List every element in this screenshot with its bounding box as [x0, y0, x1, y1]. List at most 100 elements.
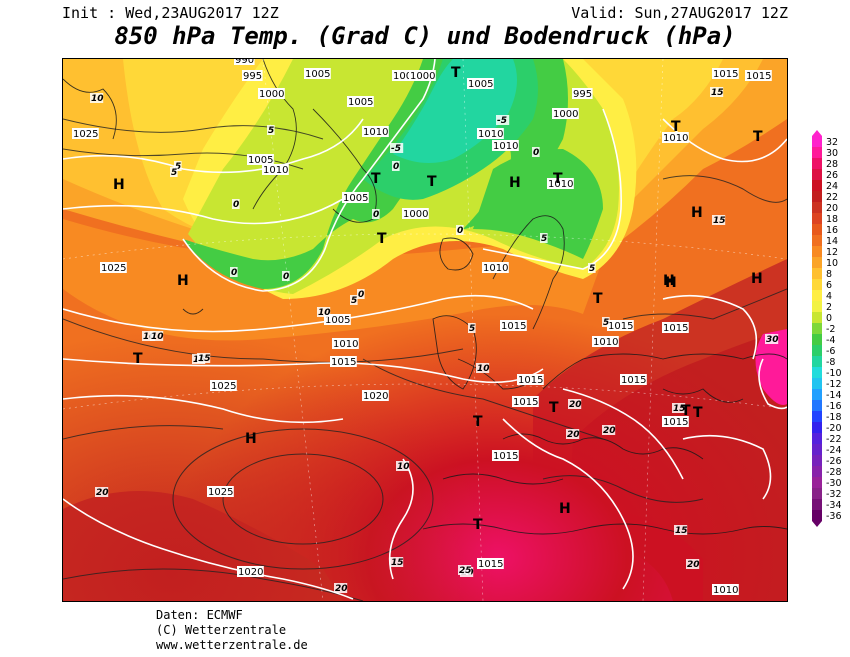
isobar-label: 1000 — [553, 109, 578, 120]
isotherm-label-box — [765, 334, 779, 344]
high-pressure-center: H — [665, 275, 677, 291]
isotherm-label-box — [197, 353, 211, 363]
isotherm-label: 5 — [268, 126, 274, 136]
legend-label: 20 — [826, 203, 838, 214]
legend-label: -4 — [826, 335, 835, 346]
legend-label: -14 — [826, 390, 842, 401]
low-pressure-center: T — [451, 65, 461, 81]
isobar-label: 1025 — [73, 129, 98, 140]
isotherm-label: 0 — [533, 148, 539, 158]
legend-swatch — [812, 422, 822, 433]
isobar-label-box — [547, 178, 574, 189]
isobar-label-box — [234, 59, 255, 65]
low-pressure-center: T — [593, 291, 603, 307]
isotherm-label-box — [602, 317, 610, 327]
legend-canvas: 32302826242220181614121086420-2-4-6-8-10… — [812, 130, 842, 527]
isobar-label-box — [347, 96, 374, 107]
isobar-label: 1010 — [263, 165, 288, 176]
legend-label: 12 — [826, 247, 838, 258]
isobar-label-box — [500, 320, 527, 331]
isobar-label-box — [247, 154, 274, 165]
legend-label: -26 — [826, 456, 842, 467]
isotherm-label-box — [588, 263, 596, 273]
isotherm-label: 0 — [393, 162, 399, 172]
isobar-label-box — [592, 336, 619, 347]
legend-label: -20 — [826, 423, 842, 434]
legend-arrow-top — [812, 130, 822, 136]
temp-band-minus2-east — [473, 149, 603, 259]
low-pressure-center: T — [473, 517, 483, 533]
isotherm-label-box — [390, 557, 404, 567]
isobar-label: 1015 — [518, 375, 543, 386]
isotherm-label: 10 — [151, 332, 164, 342]
isotherm-label: 5 — [541, 234, 547, 244]
isobar-label: 1015 — [608, 321, 633, 332]
legend-swatch — [812, 499, 822, 510]
isotherm-label-box — [392, 161, 400, 171]
isotherm-label-box — [686, 559, 700, 569]
isobar-label: 1010 — [713, 585, 738, 596]
isobar-label-box — [330, 356, 357, 367]
isotherm-label-box — [267, 125, 275, 135]
legend-label: -36 — [826, 511, 842, 522]
isobar-label-box — [662, 322, 689, 333]
isobar-label-box — [467, 78, 494, 89]
legend-swatch — [812, 169, 822, 180]
isobar-label: 1015 — [663, 417, 688, 428]
isobar-label: 1010 — [663, 133, 688, 144]
low-pressure-center: T — [753, 129, 763, 145]
isobar-label: 1025 — [211, 381, 236, 392]
isobar-label: 1005 — [343, 193, 368, 204]
high-pressure-center: H — [663, 273, 675, 289]
legend-swatch — [812, 356, 822, 367]
isotherm-label: 5 — [171, 168, 177, 178]
isobar-label: 1015 — [746, 71, 771, 82]
isotherm-label-box — [334, 583, 348, 593]
isobar-label-box — [517, 374, 544, 385]
high-pressure-center: H — [177, 273, 189, 289]
isotherm-label-box — [150, 331, 164, 341]
temperature-labels: 101015550000550000-5-5555510101015151020… — [90, 87, 779, 594]
legend-swatch — [812, 290, 822, 301]
isotherm-label-box — [170, 167, 178, 177]
isotherm-label-box — [90, 93, 104, 103]
isobar-label-box — [409, 70, 436, 81]
legend-label: 16 — [826, 225, 838, 236]
isotherm-label: 20 — [603, 426, 616, 436]
isobar-label-box — [324, 314, 351, 325]
isotherm-label: 0 — [231, 268, 237, 278]
high-pressure-center: H — [751, 271, 763, 287]
isotherm-label: 20 — [687, 560, 700, 570]
legend-label: 22 — [826, 192, 838, 203]
isotherm-label-box — [532, 147, 540, 157]
legend-label: 30 — [826, 148, 838, 159]
isobar-label: 1010 — [333, 339, 358, 350]
isotherm-label: 15 — [675, 526, 688, 536]
legend-label: -28 — [826, 467, 842, 478]
legend-swatch — [812, 411, 822, 422]
isobar-label-box — [662, 416, 689, 427]
legend-label: -12 — [826, 379, 842, 390]
high-pressure-center: H — [559, 501, 571, 517]
low-pressure-center: T — [681, 403, 691, 419]
isobar-label: 1005 — [325, 315, 350, 326]
isobar-label: 1010 — [493, 141, 518, 152]
legend-label: -6 — [826, 346, 835, 357]
isobar-label: 1015 — [493, 451, 518, 462]
isobar-label-box — [210, 380, 237, 391]
isobar-label: 1020 — [363, 391, 388, 402]
legend-swatch — [812, 334, 822, 345]
isobar-label-box — [572, 88, 593, 99]
isotherm-label-box — [602, 425, 616, 435]
isobar-label: 1015 — [331, 357, 356, 368]
isotherm-label-box — [672, 403, 686, 413]
isotherm-label: 15 — [391, 558, 404, 568]
isotherm-label: 5 — [351, 296, 357, 306]
isobar-label: 1010 — [363, 127, 388, 138]
isotherm-label: 15 — [713, 216, 726, 226]
legend-label: 8 — [826, 269, 832, 280]
isotherm-label-box — [468, 323, 476, 333]
isotherm-label: 10 — [397, 462, 410, 472]
